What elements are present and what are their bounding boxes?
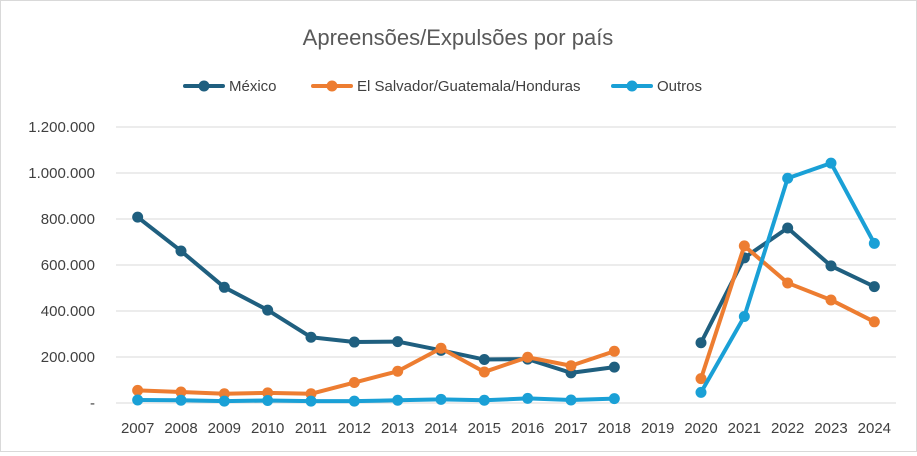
data-point — [348, 377, 360, 389]
data-point — [392, 336, 404, 348]
data-point — [392, 394, 404, 406]
x-tick-label: 2020 — [684, 420, 717, 437]
series-el-salvador-guatemala-honduras — [132, 240, 880, 400]
data-point — [305, 395, 317, 407]
data-point — [522, 392, 534, 404]
data-point — [608, 361, 620, 373]
data-point — [868, 281, 880, 293]
x-tick-label: 2023 — [814, 420, 847, 437]
data-point — [218, 281, 230, 293]
data-point — [175, 394, 187, 406]
data-point — [132, 384, 144, 396]
data-point — [782, 277, 794, 289]
x-tick-label: 2007 — [121, 420, 154, 437]
chart-title: Apreensões/Expulsões por país — [303, 25, 614, 50]
x-tick-label: 2009 — [208, 420, 241, 437]
series-line — [135, 396, 617, 404]
legend-item-el-salvador-guatemala-honduras: El Salvador/Guatemala/Honduras — [311, 78, 580, 95]
data-point — [825, 294, 837, 306]
data-point — [132, 211, 144, 223]
data-point — [825, 157, 837, 169]
legend-marker — [626, 80, 638, 92]
data-point — [262, 394, 274, 406]
x-tick-label: 2011 — [295, 420, 327, 437]
y-tick-label: 1.000.000 — [28, 165, 95, 182]
data-point — [868, 316, 880, 328]
data-point — [868, 237, 880, 249]
x-tick-label: 2014 — [424, 420, 457, 437]
x-tick-label: 2015 — [468, 420, 501, 437]
data-point — [478, 394, 490, 406]
series-layer — [132, 157, 880, 407]
x-tick-label: 2018 — [598, 420, 631, 437]
legend-item-outros: Outros — [611, 78, 702, 95]
x-tick-label: 2019 — [641, 420, 674, 437]
data-point — [695, 337, 707, 349]
legend: México El Salvador/Guatemala/Honduras Outr… — [183, 78, 702, 95]
data-point — [348, 336, 360, 348]
data-point — [262, 304, 274, 316]
legend-label: Outros — [657, 78, 702, 95]
x-tick-label: 2024 — [858, 420, 891, 437]
series-line — [135, 215, 617, 375]
data-point — [608, 345, 620, 357]
legend-marker — [198, 80, 210, 92]
x-tick-label: 2016 — [511, 420, 544, 437]
data-point — [218, 395, 230, 407]
y-axis-labels: - 200.000 400.000 600.000 800.000 1.000.000 1.… — [28, 119, 95, 412]
y-tick-label: - — [90, 395, 95, 412]
data-point — [348, 395, 360, 407]
x-tick-label: 2013 — [381, 420, 414, 437]
x-tick-label: 2012 — [338, 420, 371, 437]
series-line — [699, 243, 877, 381]
data-point — [435, 393, 447, 405]
series-line — [135, 346, 617, 396]
data-point — [478, 354, 490, 366]
data-point — [175, 386, 187, 398]
x-tick-label: 2021 — [728, 420, 761, 437]
data-point — [392, 365, 404, 377]
legend-item-mexico: México — [183, 78, 277, 95]
legend-label: México — [229, 78, 277, 95]
data-point — [305, 331, 317, 343]
data-point — [738, 240, 750, 252]
data-point — [565, 394, 577, 406]
data-point — [782, 172, 794, 184]
data-point — [175, 245, 187, 257]
x-tick-label: 2010 — [251, 420, 284, 437]
legend-marker — [326, 80, 338, 92]
data-point — [695, 386, 707, 398]
data-point — [565, 360, 577, 372]
data-point — [262, 387, 274, 399]
x-tick-label: 2022 — [771, 420, 804, 437]
y-tick-label: 600.000 — [41, 257, 95, 274]
data-point — [608, 393, 620, 405]
data-point — [695, 373, 707, 385]
data-point — [522, 351, 534, 363]
y-tick-label: 800.000 — [41, 211, 95, 228]
series-outros — [132, 157, 880, 407]
gridlines — [116, 126, 896, 404]
data-point — [132, 394, 144, 406]
data-point — [825, 260, 837, 272]
y-tick-label: 400.000 — [41, 303, 95, 320]
data-point — [738, 311, 750, 323]
y-tick-label: 1.200.000 — [28, 119, 95, 136]
data-point — [478, 366, 490, 378]
data-point — [435, 342, 447, 354]
y-tick-label: 200.000 — [41, 349, 95, 366]
data-point — [782, 222, 794, 234]
x-tick-label: 2008 — [164, 420, 197, 437]
x-tick-label: 2017 — [554, 420, 587, 437]
x-axis-labels: 2007 2008 2009 2010 2011 2012 2013 2014 2015 2016… — [121, 420, 891, 437]
legend-label: El Salvador/Guatemala/Honduras — [357, 78, 580, 95]
